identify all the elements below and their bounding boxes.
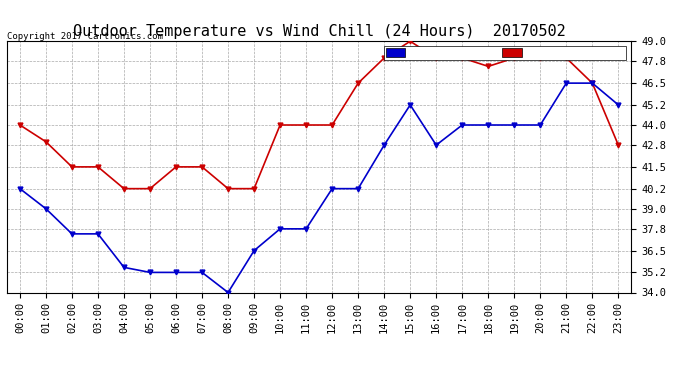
Legend: Wind Chill  (°F), Temperature  (°F): Wind Chill (°F), Temperature (°F) — [384, 46, 627, 60]
Title: Outdoor Temperature vs Wind Chill (24 Hours)  20170502: Outdoor Temperature vs Wind Chill (24 Ho… — [72, 24, 566, 39]
Text: Copyright 2017 Cartronics.com: Copyright 2017 Cartronics.com — [7, 32, 163, 41]
